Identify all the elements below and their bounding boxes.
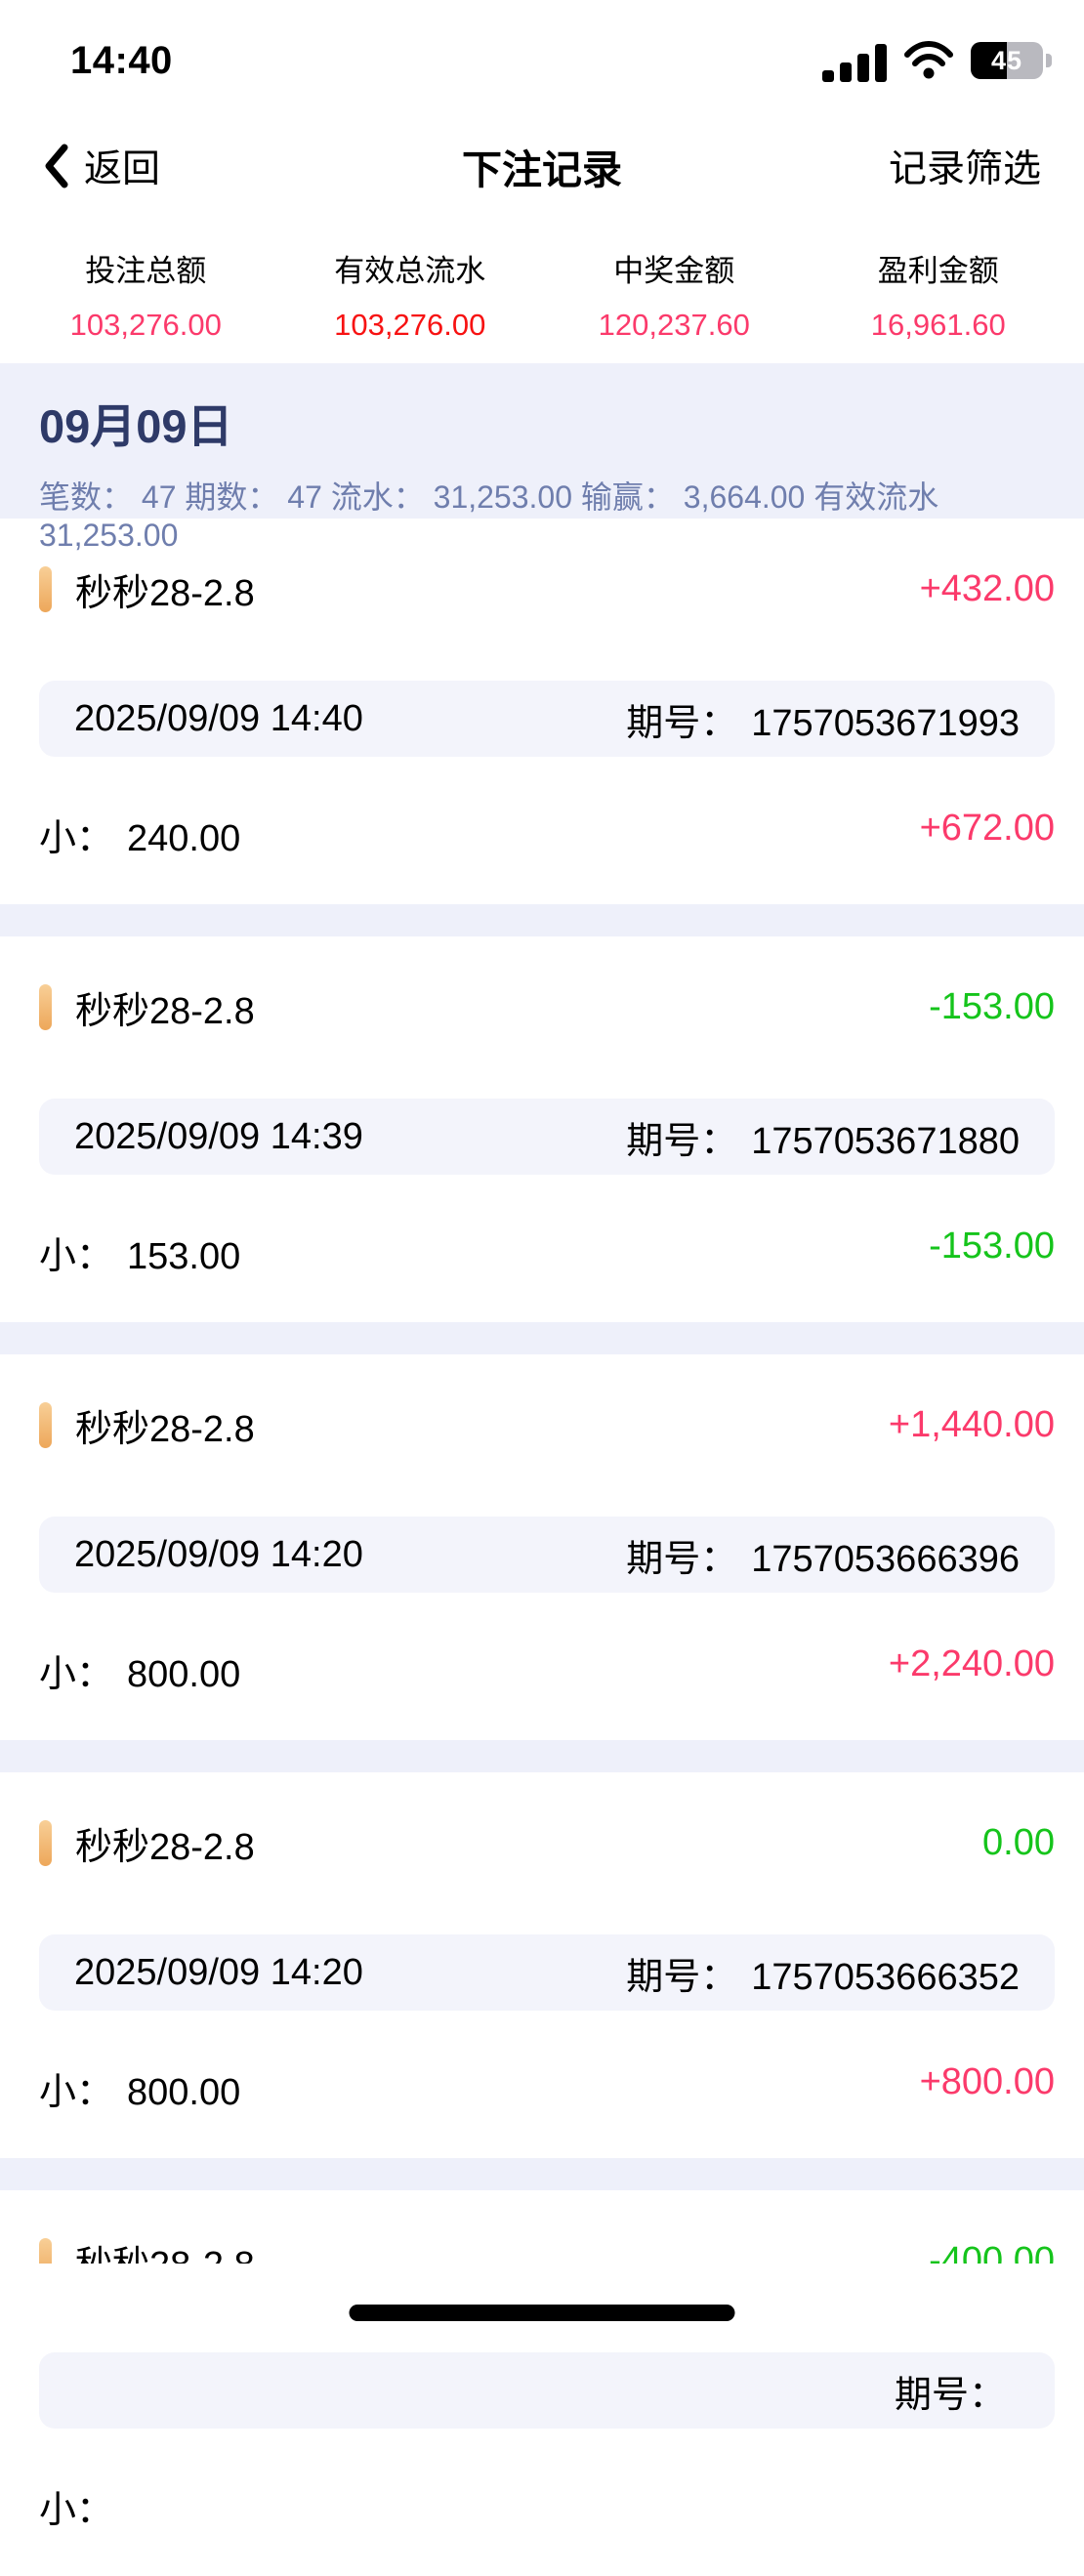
- period-group: 期号： 1757053666352: [626, 1946, 1020, 2000]
- game-name: 秒秒28-2.8: [75, 991, 255, 1032]
- result-amount: 0.00: [982, 1822, 1055, 1863]
- summary-row: 投注总额 103,276.00 有效总流水 103,276.00 中奖金额 12…: [0, 225, 1084, 363]
- status-time: 14:40: [70, 38, 173, 82]
- record-meta-pill: 2025/09/09 14:39 期号： 1757053671880: [39, 1099, 1055, 1175]
- summary-value: 103,276.00: [334, 308, 486, 342]
- bet-type-label: 小：: [39, 2490, 114, 2531]
- result-amount: -153.00: [929, 986, 1055, 1027]
- bet-type-label: 小：: [39, 2072, 114, 2113]
- period-number: 1757053666396: [751, 1538, 1020, 1580]
- summary-label: 有效总流水: [334, 254, 486, 288]
- period-group: 期号： 1757053666396: [626, 1528, 1020, 1582]
- bet-group: 小： 240.00: [39, 808, 240, 861]
- record-head: 秒秒28-2.8 0.00: [39, 1816, 1055, 1870]
- period-label: 期号：: [626, 702, 738, 744]
- result-amount: +432.00: [919, 568, 1055, 609]
- period-group: 期号： 1757053671993: [626, 692, 1020, 746]
- cellular-signal-icon: [822, 44, 887, 82]
- bet-group: 小：: [39, 2479, 127, 2533]
- period-number: 1757053671993: [751, 702, 1020, 744]
- period-label: 期号：: [626, 1538, 738, 1580]
- period-label: 期号：: [626, 1956, 738, 1998]
- record-datetime: 2025/09/09 14:40: [74, 697, 363, 739]
- period-label: 期号：: [626, 1120, 738, 1162]
- record-card[interactable]: 秒秒28-2.8 +432.00 2025/09/09 14:40 期号： 175…: [0, 519, 1084, 904]
- result-amount: +1,440.00: [888, 1404, 1055, 1445]
- wifi-icon: [904, 41, 953, 79]
- period-group: 期号：: [895, 2364, 1020, 2418]
- filter-button[interactable]: 记录筛选: [888, 148, 1041, 190]
- bet-group: 小： 800.00: [39, 1643, 240, 1697]
- back-button[interactable]: 返回: [43, 139, 160, 193]
- summary-value: 103,276.00: [69, 308, 222, 342]
- record-datetime: 2025/09/09 14:20: [74, 1951, 363, 1993]
- summary-col-win-amount: 中奖金额 120,237.60: [542, 246, 807, 363]
- record-meta-pill: 2025/09/09 14:20 期号： 1757053666352: [39, 1934, 1055, 2011]
- status-bar: 14:40 45: [0, 0, 1084, 107]
- game-name: 秒秒28-2.8: [75, 573, 255, 614]
- record-head: 秒秒28-2.8 -153.00: [39, 980, 1055, 1034]
- accent-bar-icon: [39, 566, 52, 612]
- record-card[interactable]: 秒秒28-2.8 -400.00 期号： 小：: [0, 2190, 1084, 2576]
- day-header: 09月09日 笔数： 47 期数： 47 流水： 31,253.00 输赢： 3…: [0, 363, 1084, 553]
- status-icons: 45: [822, 39, 1052, 82]
- accent-bar-icon: [39, 1402, 52, 1448]
- summary-label: 投注总额: [85, 254, 207, 288]
- summary-col-profit: 盈利金额 16,961.60: [807, 246, 1071, 363]
- record-card[interactable]: 秒秒28-2.8 0.00 2025/09/09 14:20 期号： 175705…: [0, 1772, 1084, 2158]
- summary-value: 120,237.60: [598, 308, 750, 342]
- day-stats: 笔数： 47 期数： 47 流水： 31,253.00 输赢： 3,664.00…: [39, 479, 939, 553]
- win-amount: -153.00: [929, 1226, 1055, 1267]
- record-meta-pill: 期号：: [39, 2352, 1055, 2429]
- back-chevron-icon: [45, 144, 68, 188]
- home-indicator[interactable]: [349, 2305, 735, 2321]
- bet-amount: 800.00: [127, 2072, 241, 2113]
- period-group: 期号： 1757053671880: [626, 1110, 1020, 1164]
- record-card[interactable]: 秒秒28-2.8 +1,440.00 2025/09/09 14:20 期号： 1…: [0, 1354, 1084, 1740]
- summary-value: 16,961.60: [870, 308, 1006, 342]
- summary-col-valid-turnover: 有效总流水 103,276.00: [278, 246, 543, 363]
- summary-label: 盈利金额: [877, 254, 999, 288]
- record-meta-pill: 2025/09/09 14:40 期号： 1757053671993: [39, 681, 1055, 757]
- bet-row: 小： 240.00 +672.00: [39, 808, 1055, 861]
- bet-group: 小： 800.00: [39, 2061, 240, 2115]
- period-number: 1757053666352: [751, 1956, 1020, 1998]
- battery-percent: 45: [990, 45, 1023, 75]
- bet-type-label: 小：: [39, 1236, 114, 1277]
- record-card[interactable]: 秒秒28-2.8 -153.00 2025/09/09 14:39 期号： 175…: [0, 936, 1084, 1322]
- record-meta-pill: 2025/09/09 14:20 期号： 1757053666396: [39, 1517, 1055, 1593]
- nav-bar: 返回 下注记录 记录筛选: [0, 107, 1084, 225]
- summary-label: 中奖金额: [613, 254, 735, 288]
- bet-row: 小：: [39, 2479, 1055, 2533]
- bet-type-label: 小：: [39, 818, 114, 859]
- win-amount: +800.00: [919, 2061, 1055, 2102]
- page-title: 下注记录: [462, 147, 622, 192]
- day-title: 09月09日: [39, 400, 233, 452]
- win-amount: +2,240.00: [888, 1643, 1055, 1684]
- battery-icon: 45: [971, 42, 1052, 79]
- bottom-safe-area: [0, 2264, 1084, 2344]
- period-label: 期号：: [894, 2374, 1006, 2416]
- summary-col-total-bet: 投注总额 103,276.00: [14, 246, 278, 363]
- bet-amount: 800.00: [127, 1654, 241, 1695]
- record-datetime: 2025/09/09 14:39: [74, 1115, 363, 1157]
- game-name: 秒秒28-2.8: [75, 1409, 255, 1450]
- accent-bar-icon: [39, 1820, 52, 1866]
- record-head: 秒秒28-2.8 +1,440.00: [39, 1398, 1055, 1452]
- period-number: 1757053671880: [751, 1120, 1020, 1162]
- bet-row: 小： 153.00 -153.00: [39, 1226, 1055, 1279]
- bet-row: 小： 800.00 +2,240.00: [39, 1643, 1055, 1697]
- back-label: 返回: [84, 148, 161, 190]
- record-datetime: 2025/09/09 14:20: [74, 1533, 363, 1575]
- bet-group: 小： 153.00: [39, 1226, 240, 1279]
- bet-amount: 240.00: [127, 818, 241, 859]
- record-head: 秒秒28-2.8 +432.00: [39, 562, 1055, 616]
- bet-amount: 153.00: [127, 1236, 241, 1277]
- accent-bar-icon: [39, 984, 52, 1030]
- bet-type-label: 小：: [39, 1654, 114, 1695]
- bet-row: 小： 800.00 +800.00: [39, 2061, 1055, 2115]
- win-amount: +672.00: [919, 808, 1055, 849]
- game-name: 秒秒28-2.8: [75, 1827, 255, 1868]
